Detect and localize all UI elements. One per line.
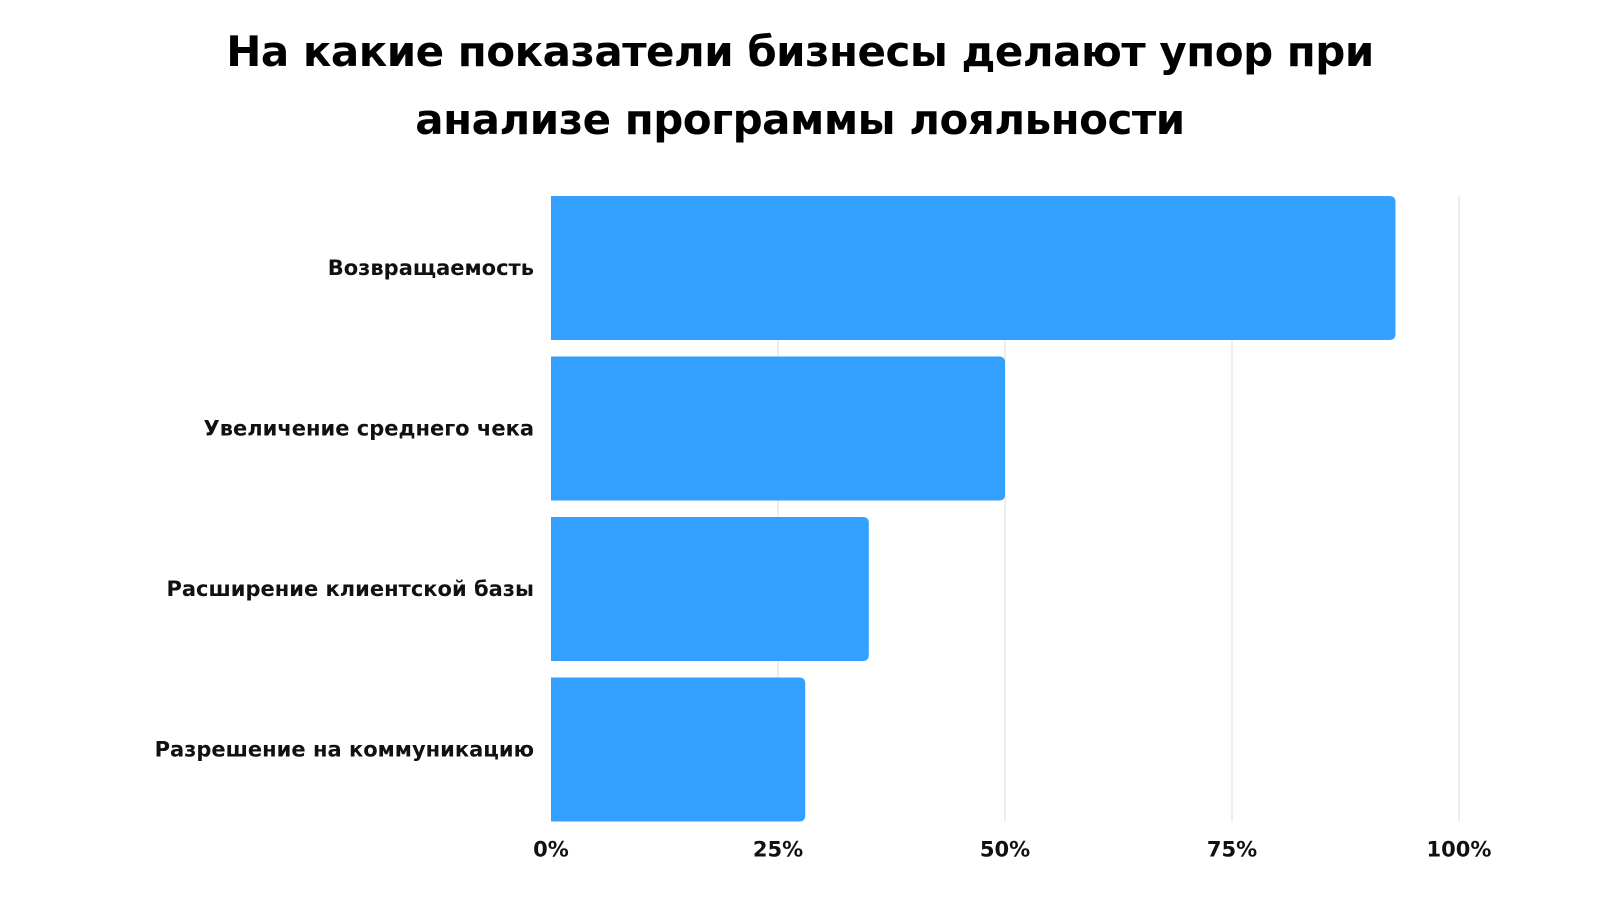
bar-2 [551, 356, 1005, 501]
category-label-3: Расширение клиентской базы [166, 577, 534, 601]
chart-title: На какие показатели бизнесы делают упор … [0, 18, 1600, 154]
category-label-2: Увеличение среднего чека [204, 417, 534, 441]
category-label-4: Разрешение на коммуникацию [155, 738, 534, 762]
bar-4 [551, 677, 806, 822]
x-tick-label-100: 100% [1427, 838, 1492, 862]
x-tick-label-0: 0% [533, 838, 569, 862]
x-axis-ticks: 0% 25% 50% 75% 100% [533, 838, 1491, 862]
x-tick-label-25: 25% [753, 838, 803, 862]
category-label-1: Возвращаемость [328, 256, 534, 280]
bar-1 [551, 196, 1396, 340]
x-tick-label-50: 50% [980, 838, 1030, 862]
chart-title-line-1: На какие показатели бизнесы делают упор … [226, 27, 1374, 76]
bar-3 [551, 517, 869, 661]
category-labels: Возвращаемость Увеличение среднего чека Ра… [155, 256, 534, 762]
chart-title-line-2: анализе программы лояльности [415, 95, 1185, 144]
bars [551, 196, 1396, 822]
x-tick-label-75: 75% [1207, 838, 1257, 862]
